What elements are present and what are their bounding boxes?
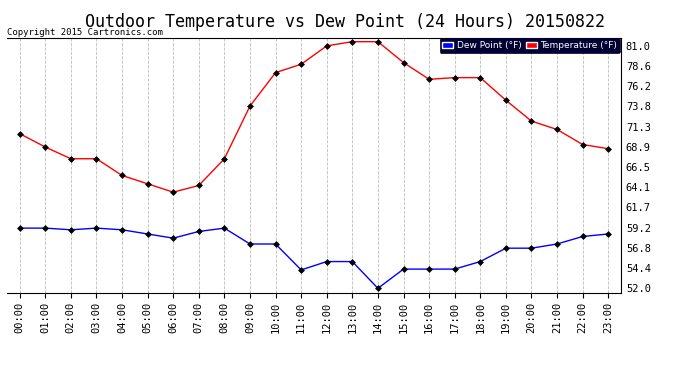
Legend: Dew Point (°F), Temperature (°F): Dew Point (°F), Temperature (°F) — [440, 38, 620, 53]
Text: Outdoor Temperature vs Dew Point (24 Hours) 20150822: Outdoor Temperature vs Dew Point (24 Hou… — [85, 13, 605, 31]
Text: Copyright 2015 Cartronics.com: Copyright 2015 Cartronics.com — [7, 28, 163, 37]
